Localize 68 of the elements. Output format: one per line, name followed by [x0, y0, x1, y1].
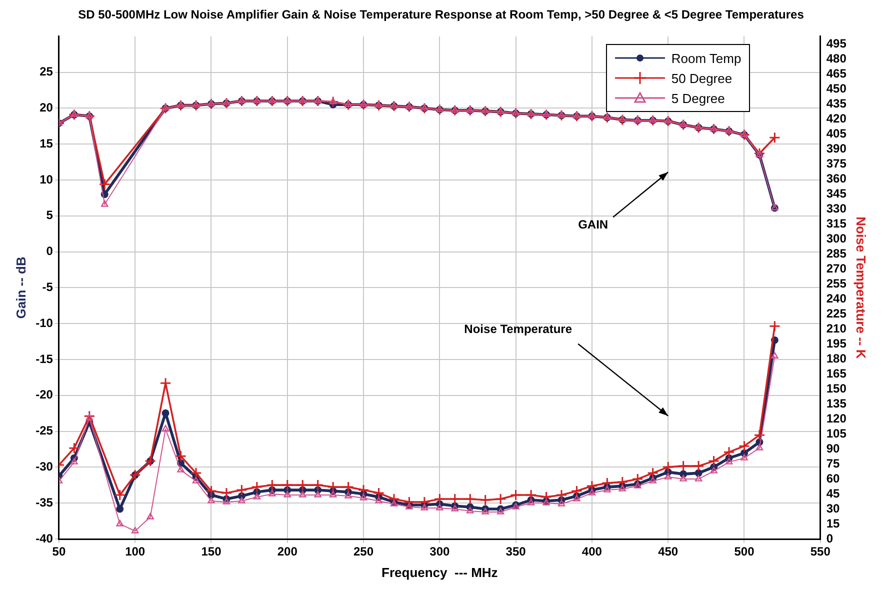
chart-title: SD 50-500MHz Low Noise Amplifier Gain & Noise Temperature Response at Room Temp, >50 Degree & <5 Degree Temperatures: [78, 8, 804, 22]
y-tick-label: -25: [36, 424, 54, 438]
y2-tick-label: 75: [826, 456, 840, 470]
y2-tick-label: 345: [826, 186, 847, 201]
x-tick-label: 200: [277, 544, 298, 559]
y-tick-label: -5: [42, 280, 54, 294]
y2-tick-label: 105: [826, 426, 847, 440]
y-tick-label: -30: [36, 460, 54, 474]
y2-tick-label: 90: [826, 441, 840, 456]
x-tick-label: 400: [582, 544, 602, 559]
y-tick-label: -20: [36, 388, 54, 402]
y2-tick-label: 15: [826, 516, 840, 530]
y-tick-label: -35: [36, 495, 54, 510]
legend-label: Room Temp: [671, 50, 742, 66]
y2-tick-label: 360: [826, 172, 847, 186]
y-tick-label: -15: [36, 352, 54, 366]
y2-tick-label: 315: [826, 216, 847, 231]
x-axis-title: Frequency --- MHz: [382, 564, 498, 580]
y2-tick-label: 390: [826, 142, 847, 156]
y2-tick-label: 435: [826, 96, 847, 111]
y2-tick-label: 165: [826, 366, 847, 380]
y2-tick-label: 405: [826, 126, 847, 141]
y2-tick-label: 225: [826, 306, 847, 320]
y2-tick-label: 450: [826, 82, 847, 96]
x-tick-label: 300: [430, 544, 450, 559]
y2-tick-label: 45: [826, 486, 840, 500]
y-tick-label: -40: [36, 531, 54, 546]
y2-tick-label: 0: [826, 531, 834, 546]
x-tick-label: 350: [506, 544, 526, 559]
y2-tick-label: 30: [826, 501, 840, 516]
y2-tick-label: 420: [826, 112, 847, 126]
y2-tick-label: 60: [826, 471, 840, 486]
y-axis-title: Gain -- dB: [13, 256, 28, 319]
y2-tick-label: 240: [826, 292, 847, 306]
y-tick-label: 15: [40, 136, 54, 150]
y2-tick-label: 135: [826, 396, 847, 410]
annotation: Noise Temperature: [464, 322, 572, 336]
legend-label: 50 Degree: [671, 70, 732, 86]
y2-tick-label: 495: [826, 36, 847, 51]
y2-tick-label: 255: [826, 276, 847, 291]
y2-tick-label: 330: [826, 202, 847, 216]
y-tick-label: 25: [40, 64, 54, 79]
annotation: GAIN: [578, 217, 608, 232]
y2-tick-label: 480: [826, 52, 847, 66]
y2-tick-label: 180: [826, 351, 847, 366]
y2-tick-label: 270: [826, 262, 847, 276]
y2-tick-label: 120: [826, 411, 847, 426]
x-tick-label: 50: [52, 544, 66, 559]
y2-tick-label: 375: [826, 156, 847, 171]
y2-tick-label: 285: [826, 246, 847, 261]
x-tick-label: 450: [658, 544, 678, 559]
x-tick-label: 150: [201, 544, 222, 559]
y2-tick-label: 210: [826, 321, 847, 336]
y-tick-label: -10: [36, 316, 54, 330]
y2-axis-title: Noise Temperature -- K: [854, 216, 869, 360]
y2-tick-label: 150: [826, 381, 847, 396]
x-tick-label: 100: [125, 544, 146, 559]
x-tick-label: 550: [810, 544, 831, 559]
legend-label: 5 Degree: [671, 90, 725, 106]
y-tick-label: 10: [40, 172, 54, 186]
y-tick-label: 0: [46, 244, 54, 258]
y2-tick-label: 465: [826, 66, 847, 81]
x-tick-label: 500: [734, 544, 755, 559]
y-tick-label: 5: [46, 208, 54, 222]
x-tick-label: 250: [354, 544, 374, 559]
y2-tick-label: 195: [826, 336, 847, 350]
y-tick-label: 20: [40, 100, 54, 115]
y2-tick-label: 300: [826, 232, 847, 246]
